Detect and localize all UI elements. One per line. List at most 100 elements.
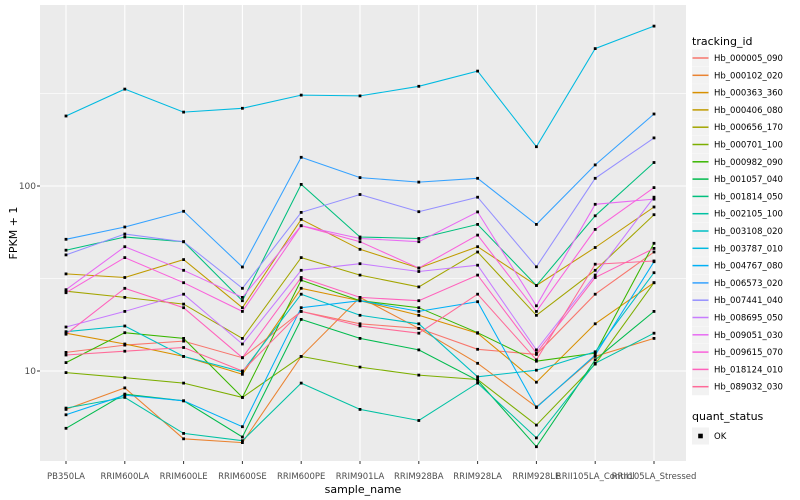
legend-title-tracking-id: tracking_id — [692, 35, 753, 48]
x-tick-label: RRIM928BA — [394, 472, 444, 482]
data-point — [593, 202, 597, 206]
data-point — [182, 337, 185, 340]
data-point — [476, 300, 479, 304]
data-point — [241, 310, 244, 313]
data-point — [182, 302, 185, 306]
data-point — [182, 437, 185, 441]
data-point — [593, 214, 597, 218]
legend-item-label: Hb_001057_040 — [714, 175, 783, 185]
data-point — [593, 262, 597, 266]
data-point — [535, 436, 538, 440]
data-point — [593, 228, 597, 231]
data-point — [299, 224, 303, 228]
data-point — [182, 258, 185, 261]
data-point — [123, 349, 127, 353]
data-point — [535, 423, 538, 427]
legend-key-point — [698, 433, 703, 439]
data-point — [64, 353, 68, 357]
data-point — [593, 273, 597, 277]
data-point — [123, 393, 127, 397]
data-point — [417, 285, 421, 289]
data-point — [241, 296, 244, 299]
data-point — [652, 247, 656, 250]
data-point — [241, 372, 244, 376]
data-point — [358, 240, 362, 244]
data-point — [652, 310, 656, 313]
data-point — [476, 250, 479, 254]
legend-item-label: Hb_000701_100 — [714, 141, 783, 151]
series-points — [64, 24, 656, 449]
data-point — [476, 210, 479, 214]
data-point — [299, 211, 303, 214]
data-point — [64, 291, 68, 295]
data-point — [241, 369, 244, 373]
data-point — [417, 310, 421, 313]
legend-item-label: Hb_000406_080 — [714, 106, 783, 116]
data-point — [593, 292, 597, 296]
legend-item-Hb_000982_090: Hb_000982_090 — [692, 153, 783, 171]
data-point — [123, 376, 127, 380]
legend-item-label: Hb_003108_020 — [714, 227, 783, 237]
legend-title-quant-status: quant_status — [692, 410, 764, 423]
data-point — [64, 272, 68, 276]
data-point — [123, 276, 127, 279]
data-point — [535, 145, 538, 149]
data-point — [182, 399, 185, 403]
data-point — [64, 289, 68, 293]
legend-item-Hb_003787_010: Hb_003787_010 — [692, 239, 783, 257]
data-point — [299, 218, 303, 221]
x-tick-label: RRIM600LE — [160, 472, 208, 482]
data-point — [123, 232, 127, 236]
legend-item-label: Hb_007441_040 — [714, 296, 783, 306]
data-point — [358, 299, 362, 303]
legend-item-label: Hb_000656_170 — [714, 123, 783, 133]
data-point — [123, 256, 127, 259]
legend-item-Hb_018124_010: Hb_018124_010 — [692, 360, 783, 378]
data-point — [299, 306, 303, 310]
data-point — [593, 163, 597, 167]
data-point — [299, 355, 303, 358]
data-point — [182, 281, 185, 285]
plot-panel — [40, 5, 686, 461]
data-point — [182, 268, 185, 272]
data-point — [299, 381, 303, 385]
data-point — [652, 271, 656, 275]
data-point — [299, 318, 303, 321]
data-point — [652, 112, 656, 116]
data-point — [64, 332, 68, 336]
data-point — [476, 176, 479, 180]
data-point — [417, 237, 421, 240]
data-point — [299, 93, 303, 97]
x-tick-label: RRIM600LA — [100, 472, 149, 482]
data-point — [64, 371, 68, 374]
data-point — [123, 386, 127, 390]
data-point — [241, 425, 244, 429]
data-point — [652, 195, 656, 199]
data-point — [358, 94, 362, 98]
legend-item-Hb_009051_030: Hb_009051_030 — [692, 326, 783, 344]
data-point — [358, 247, 362, 251]
data-point — [123, 286, 127, 290]
data-point — [476, 245, 479, 249]
legend-item-label: Hb_000102_020 — [714, 71, 783, 81]
data-point — [241, 265, 244, 269]
data-point — [64, 237, 68, 241]
data-point — [358, 235, 362, 239]
data-point — [535, 445, 538, 449]
data-point — [535, 265, 538, 269]
data-point — [358, 262, 362, 266]
data-point — [535, 358, 538, 362]
legend-quant-key: OK — [692, 427, 727, 445]
data-point — [64, 330, 68, 334]
data-point — [593, 47, 597, 50]
legend-item-Hb_000102_020: Hb_000102_020 — [692, 66, 783, 84]
data-point — [182, 381, 185, 385]
legend-item-Hb_006573_020: Hb_006573_020 — [692, 274, 783, 292]
data-point — [358, 193, 362, 196]
gridlines-minor — [40, 93, 686, 279]
legend-item-Hb_000406_080: Hb_000406_080 — [692, 101, 783, 119]
data-point — [123, 331, 127, 335]
data-point — [417, 240, 421, 244]
legend-item-Hb_001814_050: Hb_001814_050 — [692, 187, 783, 205]
